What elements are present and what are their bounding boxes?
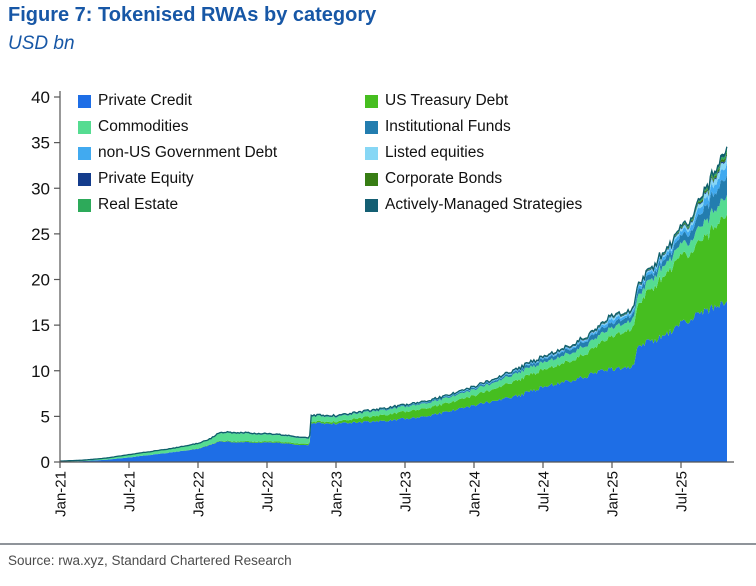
x-axis-tick-label: Jul-22 <box>260 471 277 512</box>
page-title: Figure 7: Tokenised RWAs by category <box>8 4 377 26</box>
chart-legend: Private Credit US Treasury Debt Commoditie… <box>78 92 582 214</box>
x-axis-tick-label: Jan-25 <box>605 471 622 517</box>
y-axis-tick-label: 30 <box>31 179 50 198</box>
legend-swatch-icon <box>365 198 378 212</box>
x-axis-tick-label: Jan-22 <box>191 471 208 517</box>
legend-swatch-icon <box>78 94 91 108</box>
x-axis-tick-label: Jan-23 <box>329 471 346 517</box>
y-axis-tick-label: 25 <box>31 225 50 244</box>
source-line: Source: rwa.xyz, Standard Chartered Rese… <box>8 553 292 568</box>
x-axis-tick-label: Jan-24 <box>467 471 484 517</box>
y-axis-tick-label: 20 <box>31 271 50 290</box>
legend-label: Corporate Bonds <box>385 170 503 187</box>
legend-swatch-icon <box>365 146 378 160</box>
legend-item: Private Equity <box>78 170 365 188</box>
x-axis-tick-label: Jul-21 <box>122 471 139 512</box>
legend-swatch-icon <box>78 146 91 160</box>
legend-label: Real Estate <box>98 196 179 213</box>
legend-item: US Treasury Debt <box>365 92 582 110</box>
legend-label: non-US Government Debt <box>98 144 278 161</box>
legend-item: Real Estate <box>78 196 365 214</box>
legend-item: non-US Government Debt <box>78 144 365 162</box>
legend-item: Institutional Funds <box>365 118 582 136</box>
x-axis-tick-label: Jan-21 <box>53 471 70 517</box>
y-axis-tick-label: 5 <box>41 407 50 426</box>
legend-item: Corporate Bonds <box>365 170 582 188</box>
legend-item: Private Credit <box>78 92 365 110</box>
legend-swatch-icon <box>78 172 91 186</box>
legend-swatch-icon <box>365 120 378 134</box>
x-axis-tick-label: Jul-25 <box>674 471 691 512</box>
page-subtitle: USD bn <box>8 33 75 54</box>
legend-swatch-icon <box>365 172 378 186</box>
legend-label: Private Equity <box>98 170 194 187</box>
y-axis-tick-label: 15 <box>31 316 50 335</box>
legend-label: Listed equities <box>385 144 485 161</box>
footer-divider <box>0 543 756 545</box>
y-axis-tick-label: 10 <box>31 362 50 381</box>
legend-swatch-icon <box>365 94 378 108</box>
x-axis-tick-label: Jul-23 <box>398 471 415 512</box>
y-axis-tick-label: 35 <box>31 134 50 153</box>
legend-swatch-icon <box>78 198 91 212</box>
legend-item: Listed equities <box>365 144 582 162</box>
legend-label: Commodities <box>98 118 189 135</box>
legend-swatch-icon <box>78 120 91 134</box>
legend-label: Institutional Funds <box>385 118 511 135</box>
x-axis-tick-label: Jul-24 <box>536 471 553 512</box>
legend-label: Actively-Managed Strategies <box>385 196 583 213</box>
legend-label: US Treasury Debt <box>385 92 509 109</box>
legend-label: Private Credit <box>98 92 192 109</box>
y-axis-tick-label: 40 <box>31 88 50 107</box>
legend-item: Commodities <box>78 118 365 136</box>
y-axis-tick-label: 0 <box>41 453 50 472</box>
legend-item: Actively-Managed Strategies <box>365 196 582 214</box>
